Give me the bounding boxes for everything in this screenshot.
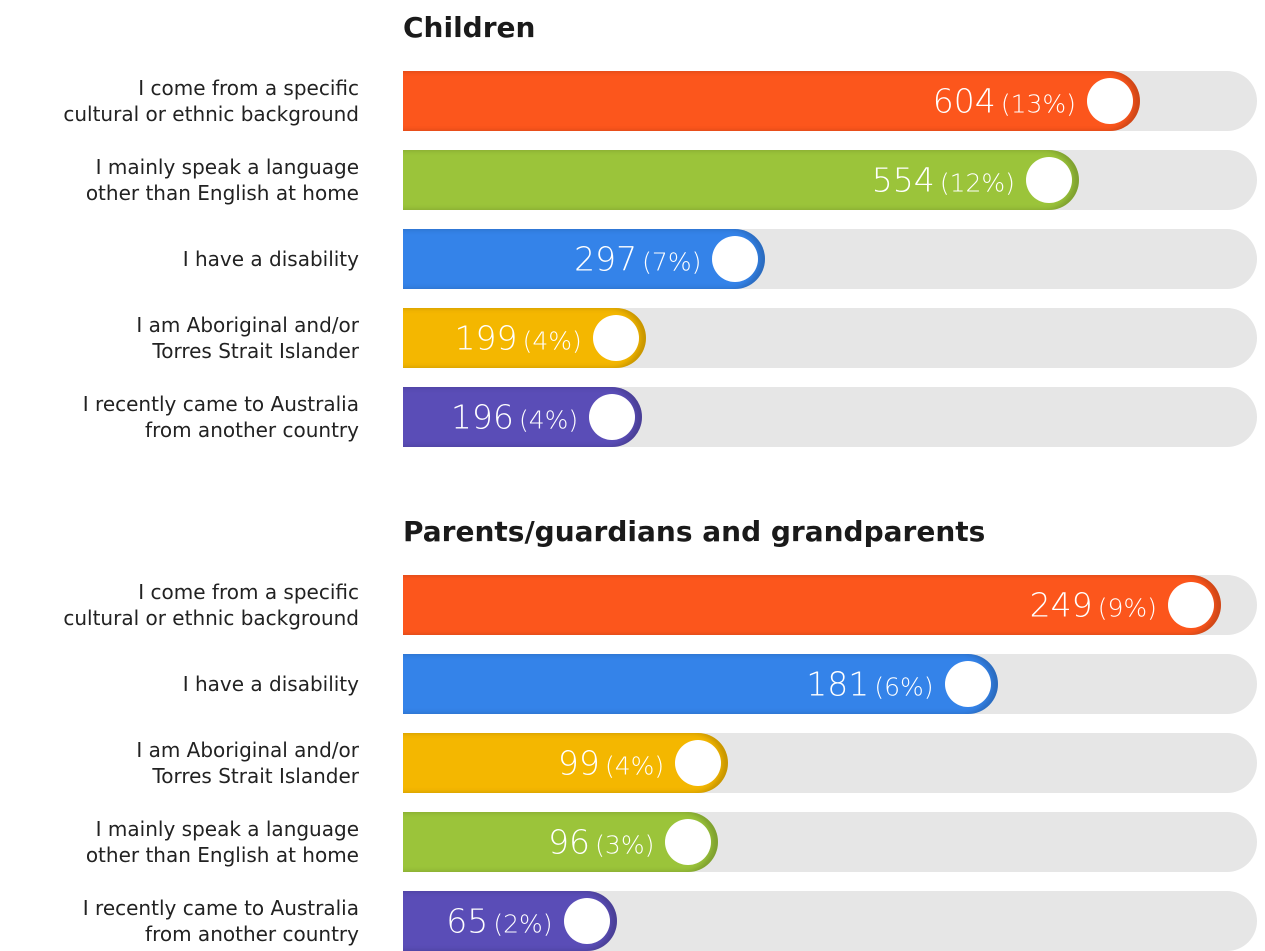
category-label: I have a disability <box>182 247 359 271</box>
share-label: (7%) <box>642 247 702 277</box>
chart-title: Children <box>403 11 536 44</box>
data-label: 196 (4%) <box>451 398 578 437</box>
value-label: 65 <box>446 901 489 941</box>
bar <box>403 733 729 793</box>
category-label: I recently came to Australia from anothe… <box>82 392 359 442</box>
value-label: 181 <box>806 664 870 704</box>
data-label: 65 (2%) <box>446 902 552 941</box>
bar-knob <box>712 236 759 282</box>
data-label: 181 (6%) <box>806 665 933 704</box>
value-label: 196 <box>450 397 514 437</box>
data-label: 96 (3%) <box>548 823 654 862</box>
bar <box>403 229 766 289</box>
value-label: 96 <box>548 822 591 862</box>
bar-knob <box>665 819 712 865</box>
share-label: (6%) <box>874 672 934 702</box>
bar-knob <box>592 315 639 361</box>
bar-knob <box>589 394 636 440</box>
bar-knob <box>675 740 722 786</box>
category-label: I come from a specific cultural or ethni… <box>63 76 359 126</box>
share-label: (9%) <box>1097 593 1157 623</box>
value-label: 199 <box>454 318 518 358</box>
share-label: (4%) <box>605 751 665 781</box>
bar-knob <box>563 898 610 944</box>
data-label: 604 (13%) <box>933 82 1076 121</box>
bar-knob <box>944 661 991 707</box>
data-label: 297 (7%) <box>574 240 701 279</box>
bar <box>403 150 1079 210</box>
bar <box>403 575 1221 635</box>
category-label: I come from a specific cultural or ethni… <box>63 580 359 630</box>
bar-knob <box>1086 78 1133 124</box>
value-label: 554 <box>871 160 935 200</box>
bar <box>403 654 998 714</box>
bar-knob <box>1025 157 1072 203</box>
category-label: I mainly speak a language other than Eng… <box>85 155 359 205</box>
category-label: I mainly speak a language other than Eng… <box>85 817 359 867</box>
bar-knob <box>1167 582 1214 628</box>
category-label: I have a disability <box>182 672 359 696</box>
category-label: I recently came to Australia from anothe… <box>82 896 359 946</box>
share-label: (12%) <box>939 168 1015 198</box>
share-label: (4%) <box>518 405 579 435</box>
share-label: (2%) <box>493 909 553 939</box>
value-label: 249 <box>1029 585 1093 625</box>
bar <box>403 71 1140 131</box>
data-label: 554 (12%) <box>872 161 1015 200</box>
share-label: (3%) <box>595 830 655 860</box>
category-label: I am Aboriginal and/or Torres Strait Isl… <box>136 738 359 788</box>
data-label: 199 (4%) <box>455 319 582 358</box>
category-label: I am Aboriginal and/or Torres Strait Isl… <box>136 313 359 363</box>
share-label: (4%) <box>522 326 582 356</box>
chart-title: Parents/guardians and grandparents <box>403 515 986 548</box>
data-label: 99 (4%) <box>558 744 664 783</box>
value-label: 99 <box>557 743 600 783</box>
value-label: 604 <box>932 81 996 121</box>
data-label: 249 (9%) <box>1030 586 1157 625</box>
value-label: 297 <box>574 239 638 279</box>
share-label: (13%) <box>1000 89 1076 119</box>
